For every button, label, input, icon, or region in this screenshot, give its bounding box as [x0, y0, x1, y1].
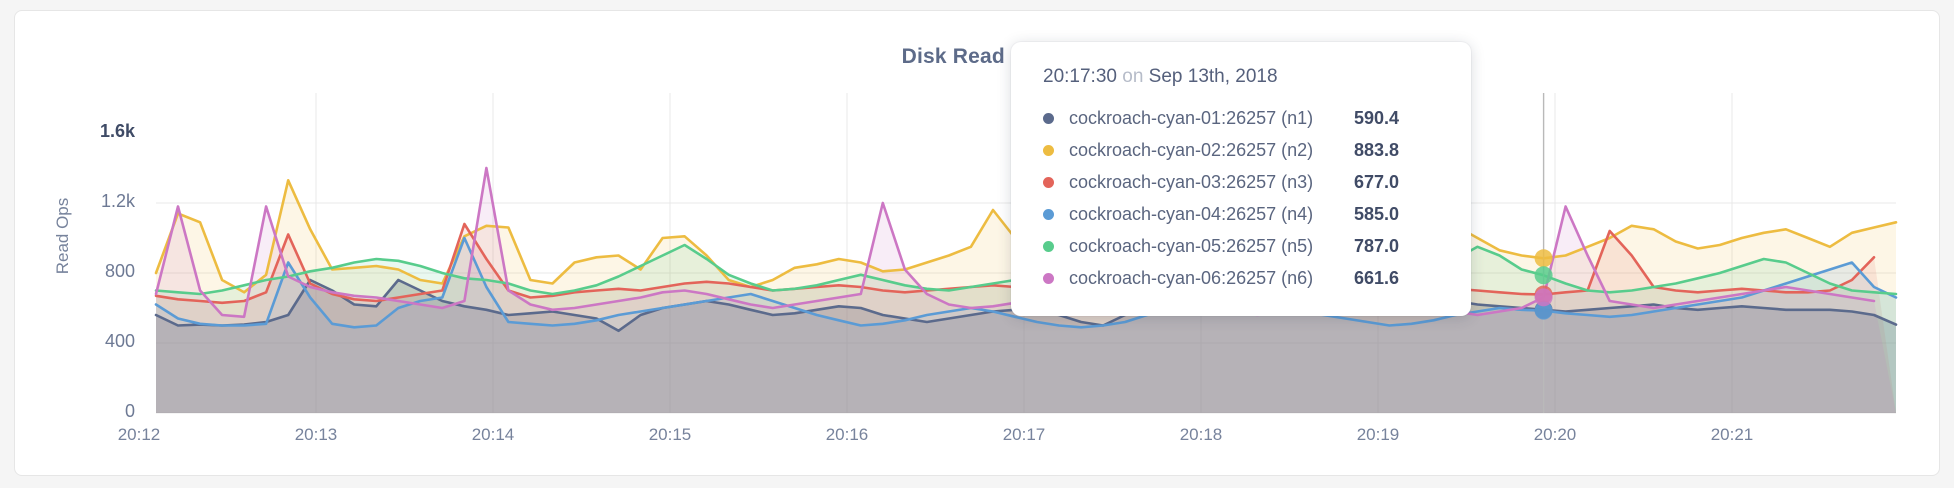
series-color-dot-icon — [1043, 176, 1054, 188]
tooltip-series-label: cockroach-cyan-02:26257 (n2) — [1069, 139, 1314, 160]
tooltip-series-label: cockroach-cyan-05:26257 (n5) — [1069, 235, 1314, 256]
tooltip-time: 20:17:30 — [1043, 66, 1117, 87]
tooltip-timestamp: 20:17:30 on Sep 13th, 2018 — [1043, 66, 1445, 88]
chart-card: Disk Read Ops Read Ops 1.6k 1.2k 800 400 0 2… — [14, 10, 1940, 476]
series-line — [154, 236, 1898, 329]
tooltip-series-value: 590.4 — [1354, 107, 1400, 128]
x-tick-20:12: 20:12 — [117, 425, 161, 444]
tooltip-series-value: 883.8 — [1354, 139, 1400, 160]
x-tick-20:19: 20:19 — [1356, 425, 1400, 444]
tooltip-row: cockroach-cyan-05:26257 (n5) 787.0 — [1043, 230, 1445, 262]
cursor-point — [1534, 266, 1553, 285]
tooltip-series-value: 661.6 — [1354, 267, 1400, 288]
cursor-point — [1534, 288, 1553, 307]
tooltip-series-value: 677.0 — [1354, 171, 1400, 192]
x-tick-20:16: 20:16 — [825, 425, 869, 444]
series-color-dot-icon — [1043, 112, 1054, 124]
cursor-point — [1534, 301, 1553, 320]
x-tick-20:14: 20:14 — [471, 425, 515, 444]
y-tick-1.2k: 1.2k — [100, 191, 135, 211]
tooltip-on-word: on — [1122, 66, 1144, 87]
series-color-dot-icon — [1043, 240, 1054, 252]
y-tick-800: 800 — [104, 261, 135, 281]
x-tick-20:15: 20:15 — [648, 425, 692, 444]
x-tick-20:13: 20:13 — [294, 425, 338, 444]
series-color-dot-icon — [1043, 272, 1054, 284]
tooltip-series-label: cockroach-cyan-01:26257 (n1) — [1069, 107, 1314, 128]
cursor-point — [1534, 249, 1553, 268]
tooltip-row: cockroach-cyan-04:26257 (n4) 585.0 — [1043, 198, 1445, 230]
x-tick-20:21: 20:21 — [1710, 425, 1754, 444]
tooltip-row: cockroach-cyan-06:26257 (n6) 661.6 — [1043, 262, 1445, 294]
tooltip-series-label: cockroach-cyan-04:26257 (n4) — [1069, 203, 1314, 224]
chart-svg[interactable] — [15, 11, 1941, 477]
chart-tooltip: 20:17:30 on Sep 13th, 2018 cockroach-cya… — [1011, 42, 1471, 316]
series-area — [156, 168, 1896, 413]
y-tick-1.6k: 1.6k — [99, 121, 135, 141]
x-tick-20:17: 20:17 — [1002, 425, 1046, 444]
y-tick-400: 400 — [104, 331, 135, 351]
series-color-dot-icon — [1043, 144, 1054, 156]
x-tick-20:20: 20:20 — [1533, 425, 1577, 444]
series-area — [156, 238, 1896, 413]
tooltip-series-label: cockroach-cyan-06:26257 (n6) — [1069, 267, 1314, 288]
tooltip-rows: cockroach-cyan-01:26257 (n1) 590.4 cockroa… — [1043, 102, 1445, 294]
tooltip-row: cockroach-cyan-03:26257 (n3) 677.0 — [1043, 166, 1445, 198]
x-tick-20:18: 20:18 — [1179, 425, 1223, 444]
tooltip-row: cockroach-cyan-02:26257 (n2) 883.8 — [1043, 134, 1445, 166]
tooltip-series-value: 787.0 — [1354, 235, 1400, 256]
y-tick-0: 0 — [124, 401, 135, 421]
tooltip-date: Sep 13th, 2018 — [1148, 66, 1278, 87]
y-axis-label: Read Ops — [53, 197, 72, 275]
tooltip-series-value: 585.0 — [1354, 203, 1400, 224]
tooltip-series-label: cockroach-cyan-03:26257 (n3) — [1069, 171, 1314, 192]
series-color-dot-icon — [1043, 208, 1054, 220]
plot-area[interactable] — [15, 11, 1941, 477]
tooltip-row: cockroach-cyan-01:26257 (n1) 590.4 — [1043, 102, 1445, 134]
